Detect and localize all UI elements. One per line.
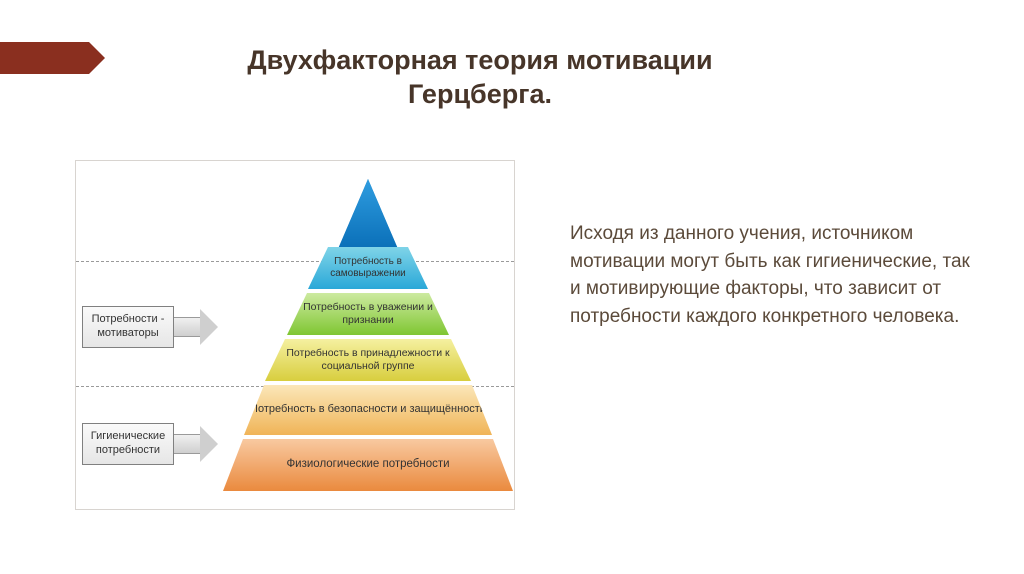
- pyramid-layer: Потребность в самовыражении: [308, 247, 428, 289]
- arrow-head-icon: [200, 309, 218, 345]
- arrow-hygiene-label: Гигиенические потребности: [82, 423, 174, 465]
- arrow-shaft-icon: [174, 317, 200, 337]
- pyramid-layer: Потребность в безопасности и защищённост…: [244, 385, 492, 435]
- pyramid-layer: Физиологические потребности: [223, 439, 513, 491]
- diagram-frame: Потребности - мотиваторы Гигиенические п…: [75, 160, 515, 510]
- accent-bar: [0, 42, 105, 74]
- arrow-shaft-icon: [174, 434, 200, 454]
- pyramid: Потребность в самовыраженииПотребность в…: [228, 179, 508, 497]
- arrow-motivators-label: Потребности - мотиваторы: [82, 306, 174, 348]
- pyramid-layer: Потребность в уважении и признании: [287, 293, 449, 335]
- arrow-hygiene: Гигиенические потребности: [82, 423, 218, 465]
- arrow-head-icon: [200, 426, 218, 462]
- page-title: Двухфакторная теория мотивации Герцберга…: [200, 44, 760, 112]
- pyramid-layer: Потребность в принадлежности к социально…: [265, 339, 471, 381]
- pyramid-apex: [338, 179, 398, 249]
- arrow-motivators: Потребности - мотиваторы: [82, 306, 218, 348]
- accent-body: [0, 42, 89, 74]
- body-text: Исходя из данного учения, источником мот…: [570, 220, 985, 330]
- accent-tip: [89, 42, 105, 74]
